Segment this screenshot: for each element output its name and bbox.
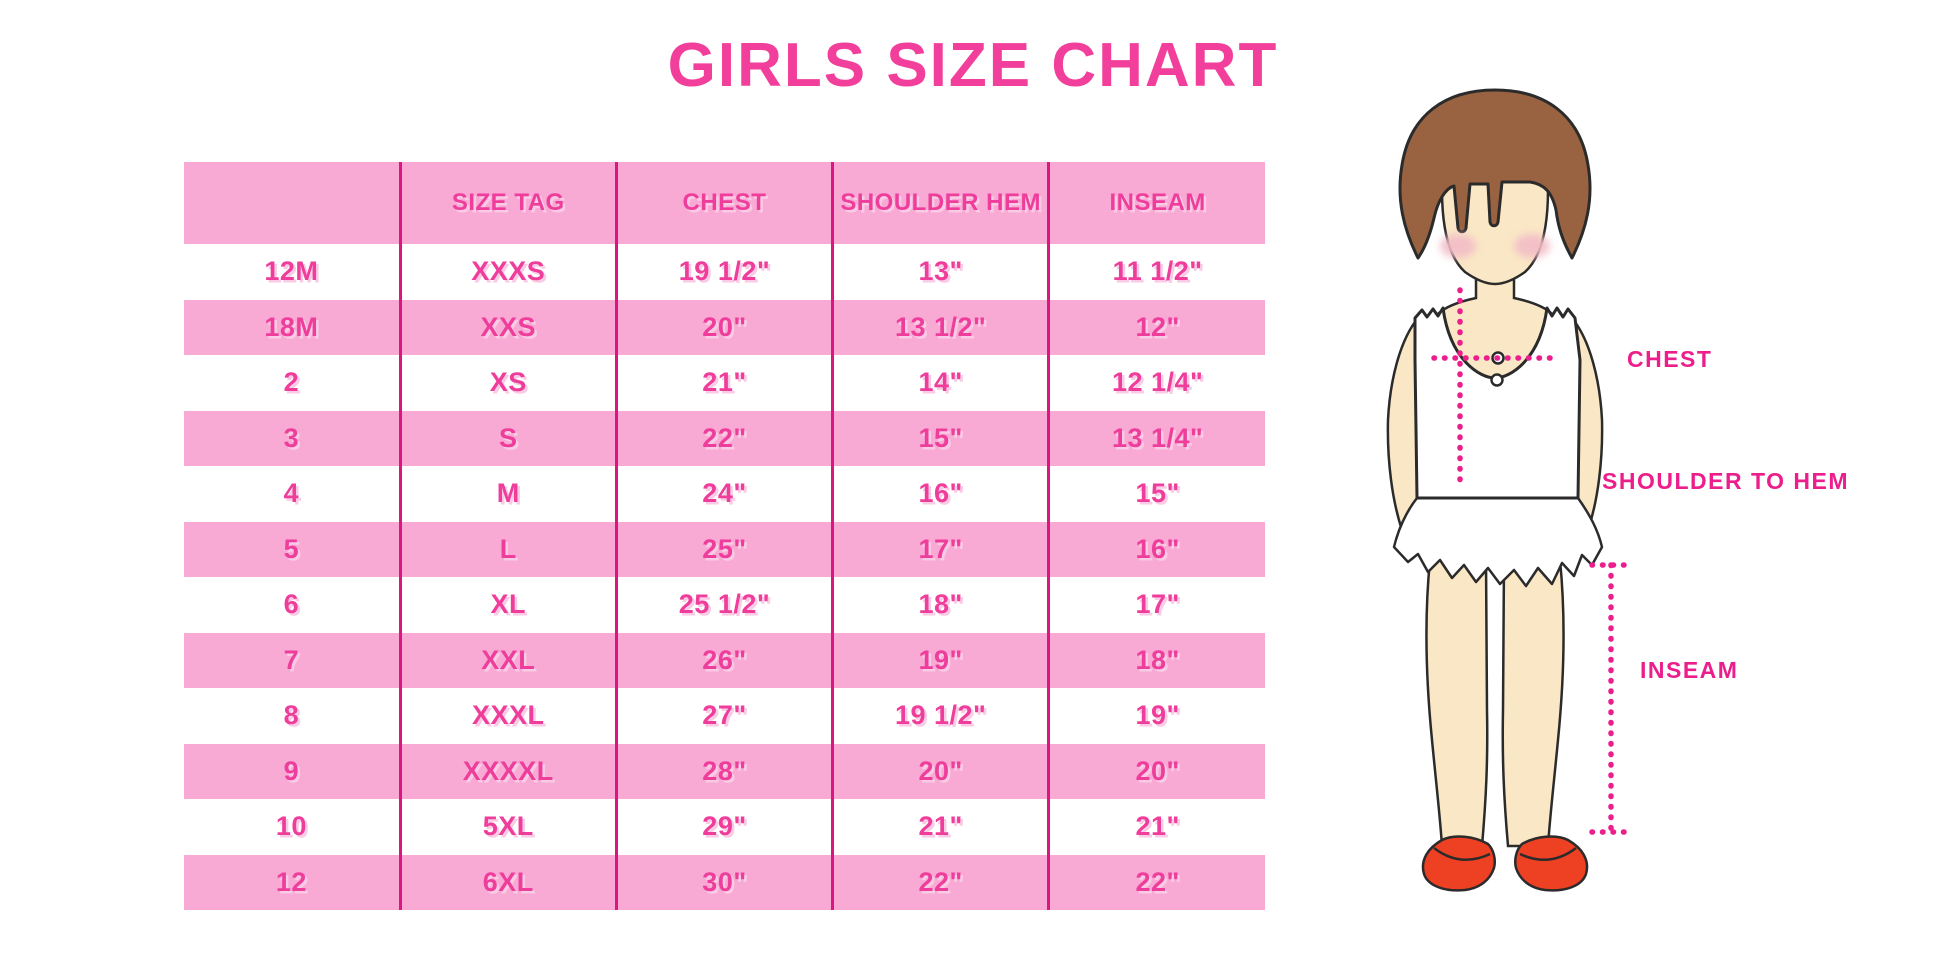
table-cell: S (400, 410, 618, 466)
table-cell: 18M (184, 299, 402, 355)
table-cell: 13 1/2" (832, 299, 1051, 355)
table-cell: 19" (1048, 688, 1265, 744)
table-row: 10 5XL 29" 21" 21" (184, 799, 1265, 855)
table-cell: 21" (832, 799, 1051, 855)
table-cell: 13" (832, 244, 1051, 300)
table-cell: 29" (616, 799, 835, 855)
table-cell: 20" (832, 743, 1051, 799)
table-row: 4 M 24" 16" 15" (184, 466, 1265, 522)
table-cell: 13 1/4" (1048, 410, 1265, 466)
table-cell: 3 (184, 410, 402, 466)
table-cell: XL (400, 577, 618, 633)
table-cell: 12M (184, 244, 402, 300)
table-cell: 17" (832, 521, 1051, 577)
table-cell: 11 1/2" (1048, 244, 1265, 300)
table-cell: XS (400, 355, 618, 411)
table-cell: 26" (616, 632, 835, 688)
table-row: 7 XXL 26" 19" 18" (184, 632, 1265, 688)
table-cell: XXXXL (400, 743, 618, 799)
table-cell: 22" (616, 410, 835, 466)
table-cell: 27" (616, 688, 835, 744)
table-cell: 17" (1048, 577, 1265, 633)
table-cell: XXL (400, 632, 618, 688)
table-cell: 18" (832, 577, 1051, 633)
table-row: 5 L 25" 17" 16" (184, 521, 1265, 577)
table-cell: 14" (832, 355, 1051, 411)
table-row: 3 S 22" 15" 13 1/4" (184, 410, 1265, 466)
girl-skirt (1392, 496, 1604, 588)
table-cell: 22" (1048, 854, 1265, 910)
table-cell: 6 (184, 577, 402, 633)
girl-legs (1425, 558, 1565, 848)
table-cell: 20" (616, 299, 835, 355)
table-cell: 19" (832, 632, 1051, 688)
table-cell: 5 (184, 521, 402, 577)
header-cell-size-tag: SIZE TAG (400, 162, 618, 244)
header-cell-shoulder-hem: SHOULDER HEM (832, 162, 1051, 244)
table-cell: 16" (1048, 521, 1265, 577)
table-cell: 16" (832, 466, 1051, 522)
table-cell: 15" (1048, 466, 1265, 522)
girl-shoes (1421, 835, 1589, 892)
size-table-header: SIZE TAG CHEST SHOULDER HEM INSEAM (184, 162, 1265, 244)
size-chart-table: SIZE TAG CHEST SHOULDER HEM INSEAM 12M XX… (184, 162, 1265, 910)
table-row: 8 XXXL 27" 19 1/2" 19" (184, 688, 1265, 744)
table-row: 12 6XL 30" 22" 22" (184, 854, 1265, 910)
header-row: SIZE TAG CHEST SHOULDER HEM INSEAM (184, 162, 1265, 244)
table-row: 12M XXXS 19 1/2" 13" 11 1/2" (184, 244, 1265, 300)
header-cell-size (184, 162, 402, 244)
table-cell: 21" (1048, 799, 1265, 855)
table-cell: XXXS (400, 244, 618, 300)
table-cell: 22" (832, 854, 1051, 910)
table-row: 18M XXS 20" 13 1/2" 12" (184, 299, 1265, 355)
table-cell: 12 1/4" (1048, 355, 1265, 411)
table-cell: 5XL (400, 799, 618, 855)
girl-illustration: CHEST SHOULDER TO HEM INSEAM (1386, 88, 1849, 892)
table-cell: 20" (1048, 743, 1265, 799)
table-row: 2 XS 21" 14" 12 1/4" (184, 355, 1265, 411)
table-cell: 9 (184, 743, 402, 799)
table-cell: 25" (616, 521, 835, 577)
table-cell: 8 (184, 688, 402, 744)
header-cell-inseam: INSEAM (1048, 162, 1265, 244)
table-cell: 7 (184, 632, 402, 688)
table-cell: M (400, 466, 618, 522)
table-cell: 10 (184, 799, 402, 855)
table-cell: 12" (1048, 299, 1265, 355)
table-cell: 28" (616, 743, 835, 799)
table-cell: 6XL (400, 854, 618, 910)
table-cell: 19 1/2" (616, 244, 835, 300)
table-cell: 25 1/2" (616, 577, 835, 633)
header-cell-chest: CHEST (616, 162, 835, 244)
table-cell: 21" (616, 355, 835, 411)
table-cell: XXXL (400, 688, 618, 744)
table-cell: 18" (1048, 632, 1265, 688)
table-cell: 30" (616, 854, 835, 910)
measurement-figure: CHEST SHOULDER TO HEM INSEAM (1330, 60, 1890, 940)
girl-blush (1440, 234, 1550, 258)
table-cell: XXS (400, 299, 618, 355)
table-cell: 12 (184, 854, 402, 910)
page-title: GIRLS SIZE CHART (667, 31, 1279, 100)
inseam-label: INSEAM (1640, 657, 1738, 683)
table-cell: 15" (832, 410, 1051, 466)
shoulder-to-hem-label: SHOULDER TO HEM (1602, 468, 1849, 494)
table-cell: 19 1/2" (832, 688, 1051, 744)
girl-hair (1398, 88, 1592, 260)
table-row: 6 XL 25 1/2" 18" 17" (184, 577, 1265, 633)
table-row: 9 XXXXL 28" 20" 20" (184, 743, 1265, 799)
table-cell: L (400, 521, 618, 577)
table-cell: 4 (184, 466, 402, 522)
table-cell: 24" (616, 466, 835, 522)
size-table-body: 12M XXXS 19 1/2" 13" 11 1/2" 18M XXS 20" 13 1/2"… (184, 244, 1265, 910)
button-icons (1490, 351, 1505, 387)
chest-label: CHEST (1627, 346, 1712, 372)
table-cell: 2 (184, 355, 402, 411)
